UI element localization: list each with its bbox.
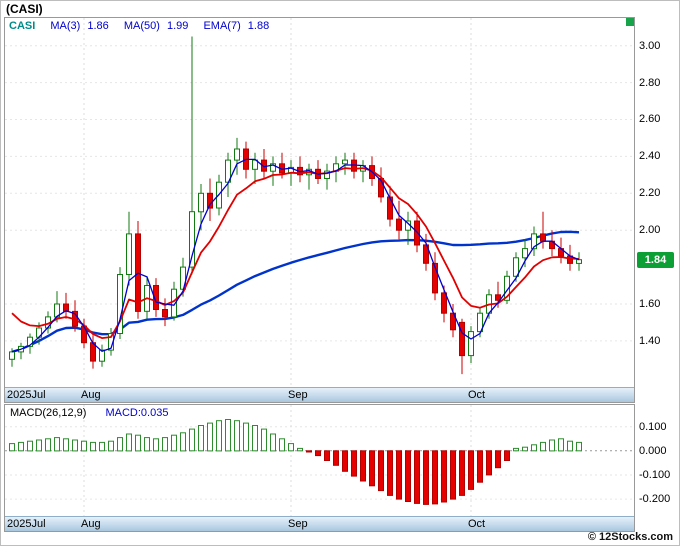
macd-axis-label: 0.000 [639, 444, 667, 457]
price-x-axis: 2025Jul Aug Sep Oct [5, 387, 634, 402]
macd-label: MACD(26,12,9) [10, 407, 87, 419]
legend-ema7-label: EMA(7) [203, 20, 241, 32]
macd-axis-label: -0.100 [639, 468, 671, 481]
price-axis-label: 1.40 [639, 334, 661, 347]
price-chart-panel: CASI MA(3) 1.86 MA(50) 1.99 EMA(7) 1.88 … [4, 17, 635, 403]
price-axis-label: 2.80 [639, 76, 661, 89]
legend-symbol: CASI [9, 20, 36, 32]
price-axis-label: 1.60 [639, 297, 661, 310]
month-label: Aug [81, 518, 101, 530]
watermark: © 12Stocks.com [587, 531, 673, 543]
price-axis-label: 2.20 [639, 187, 661, 200]
price-axis-label: 2.00 [639, 224, 661, 237]
macd-header: MACD(26,12,9) MACD:0.035 [10, 407, 168, 419]
macd-axis-label: -0.200 [639, 493, 671, 506]
legend-ma3-value: 1.86 [87, 20, 109, 32]
last-price-badge: 1.84 [637, 251, 674, 268]
page-title: (CASI) [6, 2, 43, 16]
month-label: 2025Jul [7, 518, 46, 530]
price-axis-label: 3.00 [639, 39, 661, 52]
month-label: 2025Jul [7, 389, 46, 401]
legend-ema7-value: 1.88 [247, 20, 270, 32]
macd-y-axis: 0.100 0.000 -0.100 -0.200 [637, 404, 679, 532]
price-legend: CASI MA(3) 1.86 MA(50) 1.99 EMA(7) 1.88 [9, 20, 269, 32]
month-label: Aug [81, 389, 101, 401]
month-label: Sep [288, 518, 308, 530]
month-label: Oct [468, 518, 486, 530]
macd-axis-label: 0.100 [639, 420, 667, 433]
month-label: Oct [468, 389, 486, 401]
macd-x-axis: 2025Jul Aug Sep Oct [5, 516, 634, 531]
legend-ma50-label: MA(50) [123, 20, 160, 32]
price-y-axis: 3.00 2.80 2.60 2.40 2.20 2.00 1.60 1.40 1.84 [637, 17, 679, 403]
legend-ma50-value: 1.99 [166, 20, 189, 32]
price-axis-label: 2.40 [639, 150, 661, 163]
corner-marker [626, 18, 634, 26]
price-axis-label: 2.60 [639, 113, 661, 126]
legend-ma3-label: MA(3) [50, 20, 81, 32]
month-label: Sep [288, 389, 308, 401]
price-chart [5, 18, 634, 387]
macd-chart [5, 405, 634, 516]
macd-panel: MACD(26,12,9) MACD:0.035 2025Jul Aug Sep Oc… [4, 404, 635, 532]
macd-value: MACD:0.035 [105, 407, 169, 419]
